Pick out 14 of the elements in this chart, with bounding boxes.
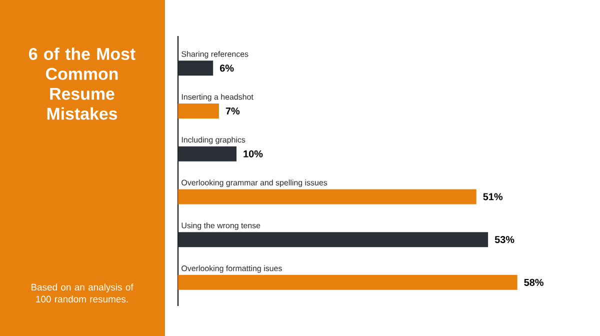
data-label: 6% [220, 64, 234, 72]
data-label: 58% [524, 278, 544, 286]
bar [178, 60, 214, 76]
data-label: 7% [226, 107, 240, 115]
text: Based on an analysis of 100 random resumes. [31, 284, 134, 302]
text: 6 of the Most Common Resume Mistakes [29, 48, 136, 120]
bar [178, 274, 518, 290]
data-label: 51% [483, 193, 503, 200]
bar [178, 104, 219, 119]
data-label: 53% [494, 236, 514, 244]
bar [178, 232, 488, 248]
bar [178, 189, 476, 204]
data-label: 10% [244, 150, 263, 158]
bar [178, 146, 237, 162]
